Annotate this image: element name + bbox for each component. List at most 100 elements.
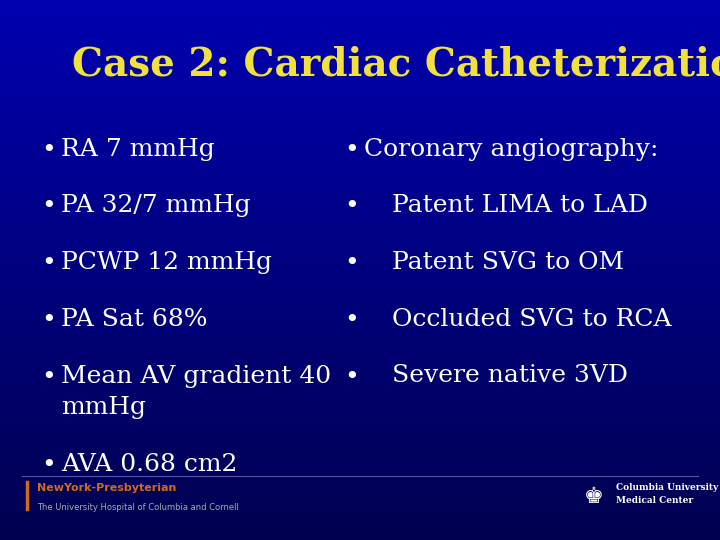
Text: •: •: [42, 251, 56, 275]
Text: •: •: [42, 364, 56, 388]
Bar: [0, 356, 720, 362]
Text: Occluded SVG to RCA: Occluded SVG to RCA: [392, 308, 672, 331]
Bar: [0, 151, 720, 157]
Bar: [0, 459, 720, 464]
Bar: [0, 254, 720, 259]
Bar: [0, 405, 720, 410]
Bar: [0, 157, 720, 162]
Text: Columbia University
Medical Center: Columbia University Medical Center: [616, 483, 718, 505]
Text: Severe native 3VD: Severe native 3VD: [392, 364, 629, 388]
Bar: [0, 16, 720, 22]
Bar: [0, 243, 720, 248]
Bar: [0, 259, 720, 265]
Text: •: •: [344, 194, 359, 218]
Bar: [0, 491, 720, 497]
Text: •: •: [344, 251, 359, 275]
Bar: [0, 130, 720, 135]
Bar: [0, 194, 720, 200]
Bar: [0, 59, 720, 65]
Text: NewYork-Presbyterian: NewYork-Presbyterian: [37, 483, 177, 494]
Bar: [0, 416, 720, 421]
Bar: [0, 140, 720, 146]
Bar: [0, 275, 720, 281]
Text: mmHg: mmHg: [61, 396, 146, 419]
Bar: [0, 324, 720, 329]
Bar: [0, 76, 720, 81]
Bar: [0, 135, 720, 140]
Text: PA Sat 68%: PA Sat 68%: [61, 308, 207, 331]
Bar: [0, 70, 720, 76]
Bar: [0, 189, 720, 194]
Bar: [0, 329, 720, 335]
Bar: [0, 81, 720, 86]
Text: •: •: [344, 138, 359, 161]
Bar: [0, 346, 720, 351]
Bar: [0, 400, 720, 405]
Bar: [0, 524, 720, 529]
Bar: [0, 5, 720, 11]
Bar: [0, 232, 720, 238]
Bar: [0, 108, 720, 113]
Bar: [0, 421, 720, 427]
Bar: [0, 481, 720, 486]
Bar: [0, 529, 720, 535]
Text: PCWP 12 mmHg: PCWP 12 mmHg: [61, 251, 272, 274]
Bar: [0, 308, 720, 313]
Bar: [0, 535, 720, 540]
Bar: [0, 497, 720, 502]
Bar: [0, 11, 720, 16]
Bar: [0, 216, 720, 221]
Bar: [0, 43, 720, 49]
Text: ♚: ♚: [584, 487, 604, 507]
Bar: [0, 92, 720, 97]
Bar: [0, 103, 720, 108]
Text: The University Hospital of Columbia and Cornell: The University Hospital of Columbia and …: [37, 503, 239, 512]
Bar: [0, 454, 720, 459]
Text: Case 2: Cardiac Catheterization: Case 2: Cardiac Catheterization: [72, 46, 720, 84]
Bar: [0, 205, 720, 211]
Bar: [0, 27, 720, 32]
Bar: [0, 378, 720, 383]
Bar: [0, 410, 720, 416]
Bar: [0, 389, 720, 394]
Bar: [0, 297, 720, 302]
Bar: [0, 448, 720, 454]
Bar: [0, 227, 720, 232]
Bar: [0, 49, 720, 54]
Bar: [0, 184, 720, 189]
Bar: [0, 124, 720, 130]
Text: Patent LIMA to LAD: Patent LIMA to LAD: [392, 194, 649, 218]
Bar: [0, 86, 720, 92]
Bar: [0, 319, 720, 324]
Bar: [0, 313, 720, 319]
Text: Mean AV gradient 40: Mean AV gradient 40: [61, 364, 331, 388]
Bar: [0, 373, 720, 378]
Bar: [0, 178, 720, 184]
Bar: [0, 200, 720, 205]
Bar: [0, 22, 720, 27]
Bar: [0, 470, 720, 475]
Text: •: •: [42, 308, 56, 332]
Bar: [0, 286, 720, 292]
Text: •: •: [344, 364, 359, 388]
Bar: [0, 432, 720, 437]
Bar: [0, 38, 720, 43]
Bar: [0, 248, 720, 254]
Bar: [0, 362, 720, 367]
Text: Coronary angiography:: Coronary angiography:: [364, 138, 658, 161]
Bar: [0, 162, 720, 167]
Bar: [0, 32, 720, 38]
Bar: [0, 221, 720, 227]
Bar: [0, 437, 720, 443]
Bar: [0, 54, 720, 59]
Text: •: •: [42, 194, 56, 218]
Bar: [0, 340, 720, 346]
Bar: [0, 367, 720, 373]
Bar: [0, 119, 720, 124]
Bar: [0, 475, 720, 481]
Bar: [0, 281, 720, 286]
Bar: [0, 238, 720, 243]
Bar: [0, 464, 720, 470]
Bar: [0, 508, 720, 513]
Bar: [0, 97, 720, 103]
